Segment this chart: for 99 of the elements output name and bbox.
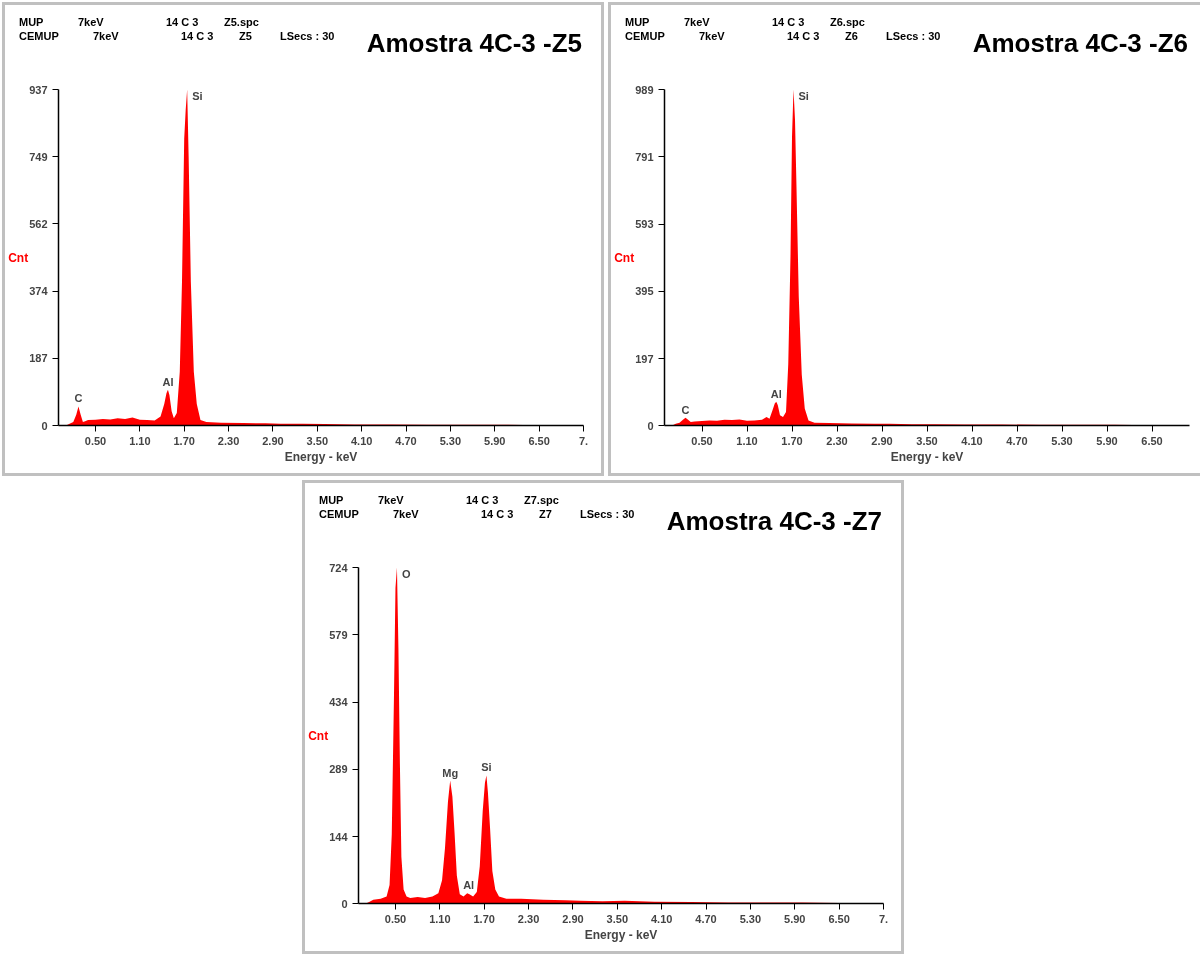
y-tick-label: 937 bbox=[29, 83, 48, 96]
text: CEMUP bbox=[319, 508, 359, 520]
annotation: Al bbox=[770, 387, 782, 400]
x-tick-label: 1.10 bbox=[129, 434, 151, 447]
annotation: Si bbox=[798, 89, 809, 102]
x-tick-label: 1.10 bbox=[736, 434, 758, 447]
y-tick-label: 593 bbox=[635, 218, 654, 231]
text: MUP bbox=[319, 494, 344, 506]
text: Z7.spc bbox=[524, 494, 559, 506]
x-tick-label: 3.50 bbox=[606, 912, 629, 925]
text: 7keV bbox=[699, 30, 725, 42]
annotation: Si bbox=[192, 89, 203, 102]
x-tick-label: 7. bbox=[878, 912, 889, 925]
text: Z7 bbox=[539, 508, 552, 520]
x-tick-label: 6.50 bbox=[1141, 434, 1163, 447]
y-tick-label: 144 bbox=[329, 830, 349, 843]
text: LSecs : 30 bbox=[886, 30, 941, 42]
annotation: C bbox=[74, 392, 83, 405]
y-tick-label: 187 bbox=[29, 352, 48, 365]
x-tick-label: 2.90 bbox=[871, 434, 893, 447]
annotation: C bbox=[681, 403, 690, 416]
text: 14 C 3 bbox=[466, 494, 499, 506]
text: MUP bbox=[19, 16, 44, 28]
text: Z6 bbox=[845, 30, 858, 42]
x-tick-label: 4.70 bbox=[1006, 434, 1028, 447]
y-tick-label: 791 bbox=[635, 150, 654, 163]
x-tick-label: 2.30 bbox=[217, 434, 240, 447]
text: LSecs : 30 bbox=[580, 508, 635, 520]
y-axis-title: Cnt bbox=[8, 250, 29, 265]
x-tick-label: 4.10 bbox=[350, 434, 373, 447]
chart-title: Amostra 4C-3 -Z7 bbox=[666, 506, 882, 537]
text: 14 C 3 bbox=[772, 16, 805, 28]
x-tick-label: 4.10 bbox=[961, 434, 983, 447]
annotation: Al bbox=[463, 879, 475, 892]
y-tick-label: 0 bbox=[41, 419, 48, 432]
text: CEMUP bbox=[19, 30, 59, 42]
chart-title: Amostra 4C-3 -Z6 bbox=[972, 28, 1188, 59]
annotation: Al bbox=[162, 375, 174, 388]
y-tick-label: 989 bbox=[635, 83, 654, 96]
x-axis-title: Energy - keV bbox=[284, 449, 358, 464]
x-tick-label: 4.70 bbox=[695, 912, 717, 925]
y-tick-label: 724 bbox=[329, 561, 349, 574]
text: Z5 bbox=[239, 30, 252, 42]
y-tick-label: 395 bbox=[635, 285, 654, 298]
x-tick-label: 1.70 bbox=[473, 912, 495, 925]
x-tick-label: 5.90 bbox=[1096, 434, 1118, 447]
text: 7keV bbox=[93, 30, 119, 42]
y-tick-label: 0 bbox=[647, 419, 654, 432]
text: LSecs : 30 bbox=[280, 30, 335, 42]
x-tick-label: 4.70 bbox=[395, 434, 417, 447]
chart-title: Amostra 4C-3 -Z5 bbox=[366, 28, 582, 59]
text: 7keV bbox=[78, 16, 104, 28]
y-tick-label: 0 bbox=[341, 897, 348, 910]
text: 14 C 3 bbox=[481, 508, 514, 520]
x-tick-label: 5.30 bbox=[439, 434, 462, 447]
x-tick-label: 1.70 bbox=[173, 434, 195, 447]
x-axis-title: Energy - keV bbox=[584, 927, 658, 942]
text: MUP bbox=[625, 16, 650, 28]
text: 14 C 3 bbox=[181, 30, 214, 42]
x-tick-label: 2.90 bbox=[562, 912, 584, 925]
x-tick-label: 4.10 bbox=[650, 912, 673, 925]
text: 7keV bbox=[684, 16, 710, 28]
text: Z6.spc bbox=[830, 16, 865, 28]
y-tick-label: 579 bbox=[329, 628, 348, 641]
text: 14 C 3 bbox=[787, 30, 820, 42]
x-tick-label: 6.50 bbox=[528, 434, 550, 447]
annotation: Mg bbox=[442, 766, 459, 779]
y-tick-label: 289 bbox=[329, 763, 348, 776]
text: 14 C 3 bbox=[166, 16, 199, 28]
x-tick-label: 3.50 bbox=[306, 434, 329, 447]
x-tick-label: 1.10 bbox=[429, 912, 451, 925]
y-tick-label: 197 bbox=[635, 352, 654, 365]
text: 7keV bbox=[378, 494, 404, 506]
annotation: Si bbox=[481, 761, 492, 774]
x-tick-label: 5.90 bbox=[484, 434, 506, 447]
x-tick-label: 6.50 bbox=[828, 912, 850, 925]
text: CEMUP bbox=[625, 30, 665, 42]
x-tick-label: 7. bbox=[578, 434, 589, 447]
y-tick-label: 434 bbox=[329, 696, 349, 709]
x-tick-label: 1.70 bbox=[781, 434, 803, 447]
x-axis-title: Energy - keV bbox=[890, 449, 964, 464]
x-tick-label: 2.30 bbox=[826, 434, 848, 447]
x-tick-label: 3.50 bbox=[916, 434, 938, 447]
x-tick-label: 5.30 bbox=[739, 912, 762, 925]
y-tick-label: 374 bbox=[29, 285, 49, 298]
annotation: O bbox=[401, 567, 411, 580]
x-tick-label: 2.30 bbox=[517, 912, 540, 925]
x-tick-label: 0.50 bbox=[691, 434, 713, 447]
x-tick-label: 2.90 bbox=[262, 434, 284, 447]
y-axis-title: Cnt bbox=[308, 728, 329, 743]
text: 7keV bbox=[393, 508, 419, 520]
y-axis-title: Cnt bbox=[614, 250, 635, 265]
x-tick-label: 0.50 bbox=[84, 434, 107, 447]
y-tick-label: 562 bbox=[29, 217, 48, 230]
x-tick-label: 0.50 bbox=[384, 912, 407, 925]
text: Z5.spc bbox=[224, 16, 259, 28]
x-tick-label: 5.30 bbox=[1051, 434, 1073, 447]
x-tick-label: 5.90 bbox=[784, 912, 806, 925]
y-tick-label: 749 bbox=[29, 150, 48, 163]
